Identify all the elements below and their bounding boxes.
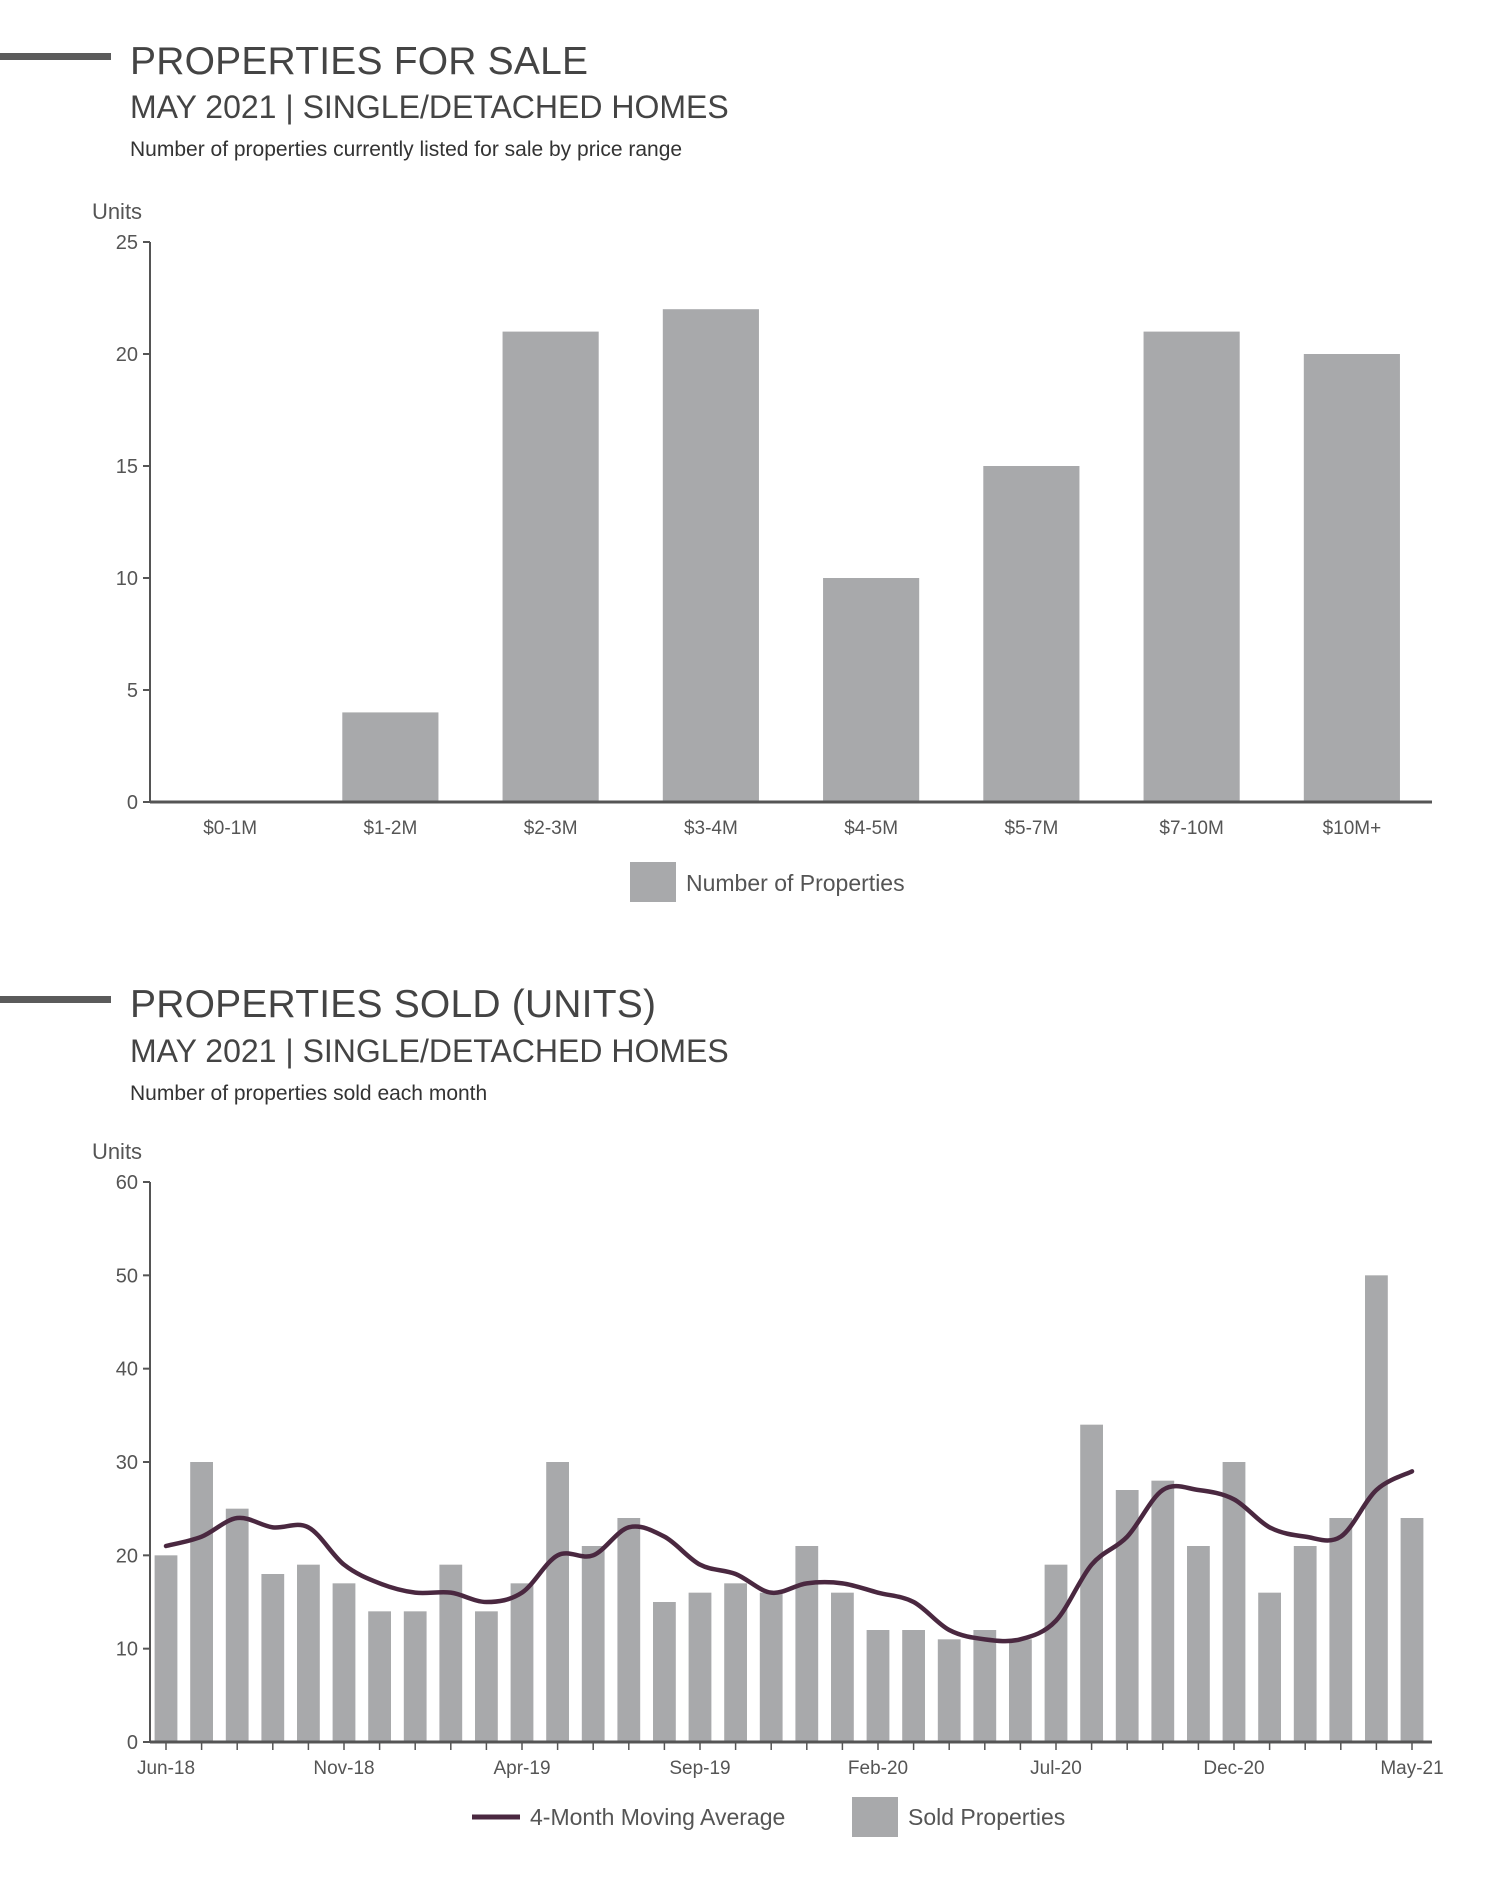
bar bbox=[342, 712, 439, 802]
x-tick-label: Nov-18 bbox=[313, 1758, 374, 1779]
moving-average-line bbox=[163, 1469, 1415, 1644]
y-tick-label: 20 bbox=[116, 1545, 138, 1567]
y-tick-label: 5 bbox=[127, 680, 138, 702]
for-sale-section: PROPERTIES FOR SALE MAY 2021 | SINGLE/DE… bbox=[0, 0, 1502, 920]
bar bbox=[332, 1583, 356, 1742]
bar bbox=[973, 1630, 997, 1742]
bar bbox=[866, 1630, 890, 1742]
bar bbox=[261, 1574, 285, 1742]
section-accent-rule bbox=[0, 53, 111, 60]
x-tick-label: May-21 bbox=[1380, 1758, 1443, 1779]
bar bbox=[368, 1611, 391, 1742]
bar bbox=[1329, 1518, 1353, 1742]
bar bbox=[225, 1508, 249, 1742]
bar bbox=[1187, 1546, 1210, 1742]
x-tick-label: Jun-18 bbox=[137, 1758, 195, 1779]
bar bbox=[1115, 1490, 1139, 1742]
sold-section: PROPERTIES SOLD (UNITS) MAY 2021 | SINGL… bbox=[0, 940, 1502, 1890]
y-tick-label: 0 bbox=[127, 792, 138, 814]
bar bbox=[662, 309, 759, 802]
legend-label: 4-Month Moving Average bbox=[530, 1804, 785, 1830]
bar bbox=[795, 1546, 819, 1742]
bar bbox=[1044, 1564, 1068, 1742]
bar bbox=[154, 1555, 178, 1742]
y-tick-label: 30 bbox=[116, 1452, 138, 1474]
x-tick-label: Dec-20 bbox=[1203, 1758, 1264, 1779]
bar bbox=[403, 1611, 427, 1742]
section-subtitle: MAY 2021 | SINGLE/DETACHED HOMES bbox=[130, 1033, 729, 1069]
y-tick-label: 20 bbox=[116, 344, 138, 366]
y-tick-label: 60 bbox=[116, 1172, 138, 1194]
x-tick-label: $10M+ bbox=[1323, 818, 1382, 839]
x-tick-label: $3-4M bbox=[684, 818, 738, 839]
legend-label: Number of Properties bbox=[686, 870, 905, 896]
bar bbox=[1400, 1518, 1424, 1742]
x-tick-label: $2-3M bbox=[524, 818, 578, 839]
y-axis-label: Units bbox=[92, 1139, 142, 1164]
x-tick-label: $0-1M bbox=[203, 818, 257, 839]
x-tick-label: $4-5M bbox=[844, 818, 898, 839]
y-tick-label: 10 bbox=[116, 1639, 138, 1661]
bar bbox=[902, 1630, 925, 1742]
section-description: Number of properties sold each month bbox=[130, 1082, 488, 1105]
section-accent-rule bbox=[0, 996, 111, 1003]
legend-swatch-bar bbox=[630, 862, 676, 902]
bar bbox=[831, 1592, 854, 1742]
legend-swatch-bar bbox=[852, 1797, 898, 1837]
bar bbox=[439, 1564, 463, 1742]
bar bbox=[1293, 1546, 1317, 1742]
bar bbox=[475, 1611, 498, 1742]
bar bbox=[546, 1462, 569, 1742]
bar bbox=[1365, 1275, 1388, 1742]
bar bbox=[510, 1583, 534, 1742]
y-tick-label: 10 bbox=[116, 568, 138, 590]
bar bbox=[653, 1602, 676, 1742]
bar bbox=[1143, 331, 1240, 802]
bar bbox=[190, 1462, 213, 1742]
sold-combo-chart: Units 0 10 20 30 40 50 60 Jun-18 Nov-18 Apr-19 Sep-… bbox=[92, 1139, 1444, 1837]
section-subtitle: MAY 2021 | SINGLE/DETACHED HOMES bbox=[130, 89, 729, 125]
x-tick-label: Jul-20 bbox=[1030, 1758, 1082, 1779]
x-tick-label: $7-10M bbox=[1159, 818, 1223, 839]
bar bbox=[823, 578, 920, 802]
legend-label: Sold Properties bbox=[908, 1804, 1065, 1830]
bar bbox=[1258, 1592, 1281, 1742]
bar bbox=[1222, 1462, 1246, 1742]
y-tick-label: 25 bbox=[116, 232, 138, 254]
bar bbox=[617, 1518, 641, 1742]
bar bbox=[1009, 1639, 1032, 1742]
bar bbox=[937, 1639, 961, 1742]
bar bbox=[688, 1592, 712, 1742]
x-tick-label: Apr-19 bbox=[493, 1758, 550, 1779]
y-tick-label: 40 bbox=[116, 1359, 138, 1381]
x-tick-label: Feb-20 bbox=[848, 1758, 908, 1779]
section-title: PROPERTIES FOR SALE bbox=[130, 40, 589, 83]
x-tick-label: Sep-19 bbox=[669, 1758, 730, 1779]
y-tick-label: 0 bbox=[127, 1732, 138, 1754]
bar bbox=[1151, 1480, 1175, 1742]
bar bbox=[759, 1592, 783, 1742]
bar bbox=[297, 1564, 320, 1742]
bar bbox=[502, 331, 599, 802]
y-axis-label: Units bbox=[92, 199, 142, 224]
bar bbox=[983, 466, 1080, 802]
section-title: PROPERTIES SOLD (UNITS) bbox=[130, 983, 657, 1026]
bar bbox=[1303, 354, 1400, 802]
y-tick-label: 15 bbox=[116, 456, 138, 478]
section-description: Number of properties currently listed fo… bbox=[130, 138, 683, 161]
x-tick-label: $1-2M bbox=[363, 818, 417, 839]
x-tick-label: $5-7M bbox=[1004, 818, 1058, 839]
bar bbox=[724, 1583, 747, 1742]
y-tick-label: 50 bbox=[116, 1265, 138, 1287]
bar bbox=[581, 1546, 605, 1742]
for-sale-bar-chart: Units 0 5 10 15 20 25 $0-1M $1-2M $2-3M $3-4M $4-5M… bbox=[92, 199, 1432, 902]
bar bbox=[1080, 1424, 1103, 1742]
